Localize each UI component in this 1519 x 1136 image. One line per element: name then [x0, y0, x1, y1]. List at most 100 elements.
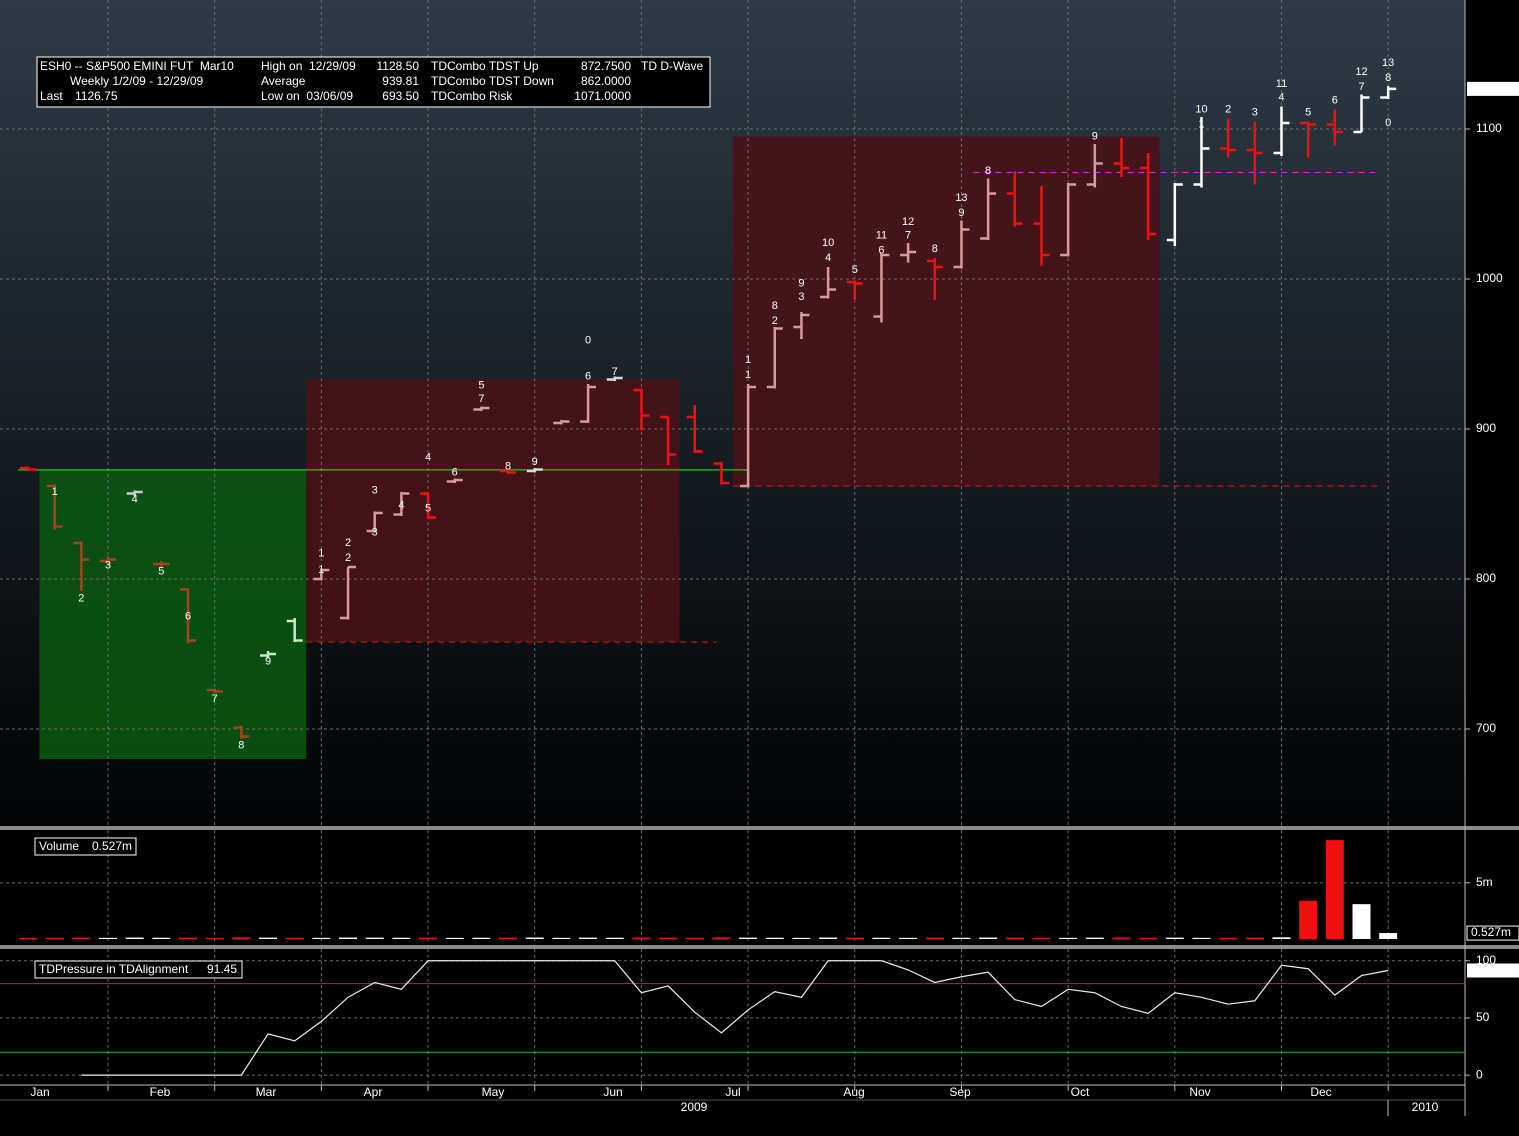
td-count: 3 — [105, 559, 111, 571]
td-count: 4 — [425, 451, 431, 463]
td-count: 7 — [478, 393, 484, 405]
info-text: 872.7500 — [581, 59, 631, 73]
volume-title: Volume — [39, 839, 79, 853]
td-count: 6 — [452, 466, 458, 478]
volume-bar — [579, 937, 598, 939]
pressure-title-box — [34, 960, 243, 979]
last-volume-box — [1466, 925, 1519, 941]
y-tick-label: 900 — [1476, 421, 1496, 435]
td-count: 3 — [372, 484, 378, 496]
last-volume-label: 0.527m — [1471, 925, 1511, 939]
info-text: 693.50 — [382, 89, 419, 103]
year-label: 2009 — [681, 1100, 708, 1114]
volume-bar — [1139, 937, 1158, 939]
td-count: 2 — [772, 315, 778, 327]
td-count: 8 — [238, 739, 244, 751]
month-label: Jun — [603, 1085, 622, 1099]
td-count: 5 — [852, 264, 858, 276]
panel-separator — [0, 826, 1519, 830]
volume-bar — [99, 937, 118, 939]
info-box — [36, 56, 711, 108]
volume-bar — [1325, 840, 1344, 939]
td-count: 1 — [52, 486, 58, 498]
grid — [0, 0, 1470, 1116]
month-label: Dec — [1310, 1085, 1331, 1099]
td-count: 5 — [1305, 106, 1311, 118]
month-label: Mar — [256, 1085, 277, 1099]
td-zone — [306, 379, 680, 642]
volume-bar — [259, 937, 278, 939]
month-label: Nov — [1189, 1085, 1210, 1099]
volume-bar — [445, 937, 464, 939]
volume-bar — [339, 937, 358, 939]
td-count: 9 — [265, 655, 271, 667]
td-count: 4 — [398, 499, 404, 511]
info-text: TDCombo TDST Down — [431, 74, 554, 88]
y-tick-label: 0 — [1476, 1067, 1483, 1081]
td-count: 4 — [1278, 91, 1284, 103]
td-count: 3 — [372, 526, 378, 538]
volume-bar — [525, 937, 544, 939]
volume-bar — [45, 937, 64, 939]
volume-bar — [1085, 937, 1104, 939]
volume-bar — [979, 937, 998, 939]
info-text: TDCombo Risk — [431, 89, 513, 103]
td-count: 1 — [745, 354, 751, 366]
info-text: 862.0000 — [581, 74, 631, 88]
td-count: 7 — [1358, 81, 1364, 93]
last-pressure-label: 91.45 — [1471, 963, 1501, 977]
pressure-panel-bg — [0, 949, 1465, 1085]
month-label: May — [482, 1085, 505, 1099]
td-count: 5 — [478, 379, 484, 391]
td-count: 12 — [1355, 66, 1367, 78]
td-zone — [39, 469, 307, 759]
month-label: Jan — [30, 1085, 49, 1099]
td-count: 6 — [1332, 94, 1338, 106]
volume-bar — [1032, 937, 1051, 939]
td-count: 8 — [772, 300, 778, 312]
volume-bar — [1352, 904, 1371, 939]
info-text: Low on 03/06/09 — [261, 89, 353, 103]
td-count: 1 — [1198, 118, 1204, 130]
td-count: 6 — [185, 610, 191, 622]
info-text: High on 12/29/09 — [261, 59, 356, 73]
month-label: Aug — [843, 1085, 864, 1099]
month-label: Feb — [150, 1085, 171, 1099]
volume-bar — [419, 937, 438, 939]
td-count: 6 — [878, 244, 884, 256]
month-label: Apr — [364, 1085, 383, 1099]
td-count: 6 — [585, 370, 591, 382]
td-zone — [732, 136, 1160, 486]
volume-bar — [472, 937, 491, 939]
volume-title-box — [34, 837, 137, 856]
td-count: 11 — [1276, 78, 1287, 90]
y-tick-label: 800 — [1476, 571, 1496, 585]
volume-bar — [552, 937, 571, 939]
volume-bar — [72, 937, 91, 939]
marks — [0, 56, 1519, 1076]
info-text: Average — [261, 74, 306, 88]
volume-bar — [899, 937, 918, 939]
panel-separator — [0, 945, 1519, 949]
volume-bar — [1192, 937, 1211, 939]
volume-bar — [712, 937, 731, 939]
volume-bar — [872, 937, 891, 939]
td-count: 4 — [825, 252, 831, 264]
td-count: 8 — [932, 243, 938, 255]
month-label: Oct — [1071, 1085, 1090, 1099]
last-price-box — [1467, 81, 1519, 96]
volume-bar — [1379, 933, 1398, 939]
volume-bar — [1272, 937, 1291, 939]
td-count: 8 — [505, 460, 511, 472]
last-pressure-box — [1467, 963, 1519, 978]
volume-bar — [1219, 937, 1238, 939]
volume-bar — [179, 937, 198, 939]
td-count: 9 — [532, 456, 538, 468]
volume-bar — [632, 937, 651, 939]
td-count: 7 — [612, 366, 618, 378]
y-tick-label: 100 — [1476, 953, 1496, 967]
volume-bar — [1059, 937, 1078, 939]
info-text: 939.81 — [382, 74, 419, 88]
y-tick-label: 1000 — [1476, 271, 1503, 285]
